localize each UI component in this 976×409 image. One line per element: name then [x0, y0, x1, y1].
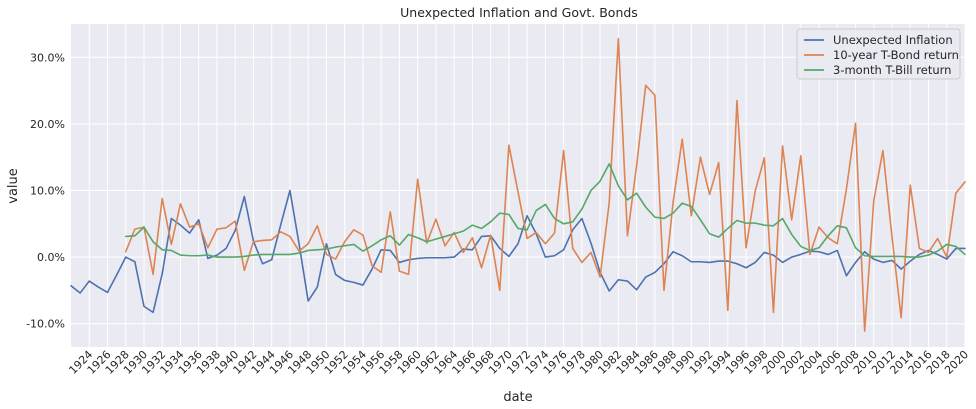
x-axis-ticks: 1924192619281930193219341936193819401942…	[66, 348, 971, 377]
chart-title: Unexpected Inflation and Govt. Bonds	[400, 5, 638, 20]
legend-label-0: Unexpected Inflation	[833, 33, 953, 47]
series-line-0	[70, 189, 966, 314]
y-tick-label: 20.0%	[30, 118, 65, 131]
y-tick-label: -10.0%	[26, 318, 65, 331]
legend-box	[796, 28, 961, 80]
legend-label-2: 3-month T-Bill return	[833, 63, 951, 77]
x-axis-title: date	[503, 390, 532, 405]
y-tick-label: 10.0%	[30, 184, 65, 197]
legend-label-1: 10-year T-Bond return	[833, 48, 959, 62]
y-axis-title: value	[6, 168, 21, 204]
y-tick-label: 30.0%	[30, 51, 65, 64]
series-line-1	[124, 37, 966, 332]
series-line-2	[124, 163, 966, 258]
y-axis-ticks: -10.0% 0.0% 10.0% 20.0% 30.0%	[26, 51, 65, 330]
y-tick-label: 0.0%	[37, 251, 65, 264]
series-lines	[70, 37, 966, 332]
